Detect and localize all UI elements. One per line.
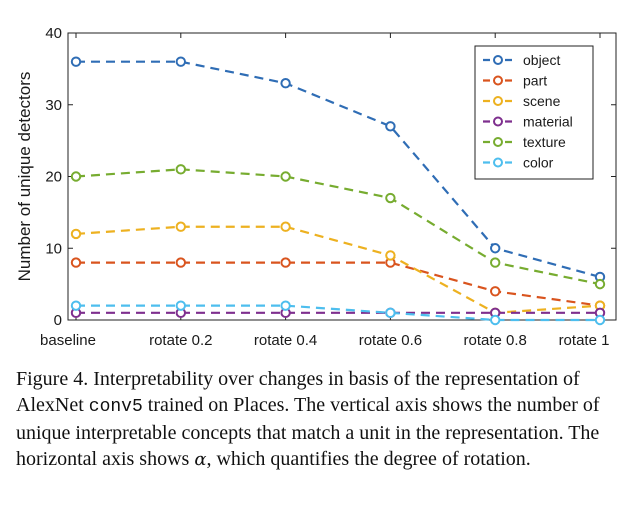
x-tick-label: rotate 0.4 [254, 332, 317, 349]
data-point-part [490, 286, 501, 297]
legend-label-part: part [523, 73, 547, 89]
data-point-color [490, 314, 501, 326]
data-point-part [280, 257, 291, 268]
data-point-object [70, 56, 82, 67]
y-tick-label: 40 [45, 25, 62, 42]
data-point-color [70, 300, 82, 311]
y-tick-label: 20 [45, 169, 62, 186]
legend-box [474, 45, 594, 180]
series-line-part [76, 261, 601, 307]
figure-caption: Figure 4. Interpretability over changes … [16, 366, 628, 473]
data-point-object [280, 78, 291, 89]
data-point-color [385, 307, 396, 319]
data-point-object [490, 243, 501, 254]
legend-marker-texture [493, 137, 503, 147]
legend-marker-color [493, 157, 503, 168]
legend-label-texture: texture [523, 134, 566, 150]
data-point-color [280, 300, 291, 311]
data-point-texture [70, 171, 82, 182]
y-tick-label: 0 [54, 312, 62, 329]
x-tick-label: rotate 0.2 [149, 332, 212, 349]
data-point-texture [385, 192, 396, 204]
data-point-texture [490, 257, 501, 268]
series-line-scene [75, 225, 601, 314]
x-tick-label: rotate 1 [559, 332, 610, 349]
line-chart: 0 10 20 30 40 baseline rotate 0.2 rotate 0.4 rot… [15, 25, 617, 349]
caption-symbol: α [194, 449, 207, 470]
legend-label-material: material [523, 114, 573, 130]
data-point-part [175, 257, 187, 268]
legend-label-color: color [523, 155, 554, 171]
legend-marker-scene [493, 96, 503, 106]
legend-marker-part [493, 75, 503, 86]
legend-label-object: object [523, 52, 560, 68]
series-line-color [76, 304, 600, 322]
x-tick-label: baseline [40, 332, 96, 349]
y-axis-title: Number of unique detectors [15, 72, 34, 282]
y-tick-label: 30 [45, 97, 62, 114]
x-tick-label: rotate 0.6 [359, 332, 422, 349]
series-line-texture [75, 168, 601, 286]
x-tick-label: rotate 0.8 [464, 332, 527, 349]
data-point-scene [280, 221, 291, 232]
caption-text-3: , which quantifies the degree of rotatio… [206, 448, 531, 470]
y-tick-label: 10 [45, 240, 62, 257]
data-point-scene [175, 221, 187, 232]
data-point-object [385, 121, 396, 132]
data-point-object [175, 56, 187, 67]
data-point-scene [70, 228, 82, 240]
data-point-texture [175, 164, 187, 175]
data-point-texture [594, 278, 606, 290]
legend-label-scene: scene [523, 93, 561, 109]
caption-text-2: trained on Places. The vertical axis sho… [16, 394, 600, 470]
data-point-scene [385, 250, 396, 261]
legend-marker-object [493, 55, 503, 65]
data-point-color [175, 300, 187, 311]
data-point-color [594, 314, 606, 326]
legend-marker-material [493, 116, 503, 127]
caption-code: conv5 [88, 397, 143, 417]
caption-text-1: Figure 4. Interpretability over changes … [16, 368, 580, 416]
data-point-texture [280, 171, 291, 182]
data-point-part [70, 257, 82, 268]
